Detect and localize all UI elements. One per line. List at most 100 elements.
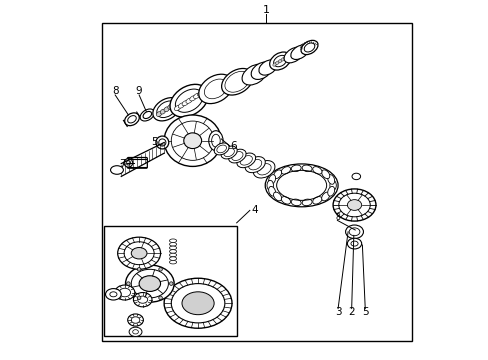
Text: 8: 8 [112,86,118,96]
Ellipse shape [302,165,311,172]
Ellipse shape [159,139,165,146]
Ellipse shape [153,98,180,121]
Ellipse shape [157,101,176,118]
Ellipse shape [236,153,255,168]
Text: 3: 3 [334,307,341,317]
Ellipse shape [171,102,177,107]
Circle shape [124,158,132,167]
Circle shape [169,282,173,285]
Ellipse shape [125,265,174,302]
Ellipse shape [198,74,233,104]
Ellipse shape [164,115,221,166]
Ellipse shape [138,296,147,303]
Ellipse shape [221,68,253,95]
Text: 7: 7 [119,159,125,169]
Ellipse shape [332,189,375,221]
Ellipse shape [105,289,121,300]
Ellipse shape [131,248,147,259]
Circle shape [137,296,141,300]
Text: 6: 6 [229,141,236,151]
Ellipse shape [350,241,357,246]
Text: 5: 5 [361,307,368,317]
Text: 9: 9 [136,86,142,96]
Ellipse shape [278,59,282,63]
Ellipse shape [301,40,317,55]
Ellipse shape [283,56,287,59]
Ellipse shape [182,292,214,315]
Ellipse shape [185,98,192,103]
Ellipse shape [197,91,203,96]
Ellipse shape [281,58,285,61]
Ellipse shape [163,107,169,112]
Ellipse shape [110,292,117,297]
Ellipse shape [127,116,136,123]
Ellipse shape [169,260,176,264]
Ellipse shape [208,131,223,151]
Ellipse shape [346,238,361,249]
Ellipse shape [169,253,176,257]
Ellipse shape [224,71,249,92]
Text: 1: 1 [262,5,269,15]
Ellipse shape [327,186,334,196]
Ellipse shape [119,288,130,297]
Ellipse shape [124,113,139,126]
Ellipse shape [175,89,203,112]
Ellipse shape [129,327,142,337]
Ellipse shape [169,243,176,246]
Ellipse shape [284,47,303,63]
Ellipse shape [189,96,196,101]
Ellipse shape [345,225,363,239]
Ellipse shape [290,45,308,59]
Text: 4: 4 [251,205,257,215]
Bar [104,226,236,337]
Ellipse shape [257,163,271,175]
Ellipse shape [131,269,168,298]
Ellipse shape [169,239,176,243]
Ellipse shape [164,278,231,328]
Ellipse shape [124,242,154,265]
Circle shape [159,267,162,271]
FancyBboxPatch shape [127,157,147,168]
Ellipse shape [327,175,334,184]
Text: 5: 5 [151,138,158,148]
Ellipse shape [321,170,329,179]
Ellipse shape [253,161,274,178]
Ellipse shape [211,134,220,147]
Ellipse shape [291,199,301,206]
Ellipse shape [251,62,271,80]
Ellipse shape [302,199,311,206]
Ellipse shape [221,146,237,159]
Ellipse shape [281,197,290,204]
Ellipse shape [269,52,290,70]
Ellipse shape [167,104,173,109]
Ellipse shape [244,157,265,173]
Ellipse shape [272,63,276,66]
Ellipse shape [312,197,321,204]
Ellipse shape [178,103,184,108]
Ellipse shape [273,192,281,201]
Ellipse shape [169,246,176,249]
Ellipse shape [143,112,151,118]
Ellipse shape [171,121,214,160]
Ellipse shape [348,228,359,236]
Ellipse shape [182,100,188,106]
Ellipse shape [156,136,168,149]
Ellipse shape [248,159,261,170]
Text: 2: 2 [347,307,354,317]
Ellipse shape [204,79,227,99]
Ellipse shape [131,317,140,323]
Ellipse shape [133,293,152,307]
Ellipse shape [268,186,275,196]
Circle shape [159,296,162,300]
Ellipse shape [228,149,245,163]
Ellipse shape [214,143,228,155]
Ellipse shape [242,64,266,85]
Ellipse shape [240,156,252,165]
Ellipse shape [127,314,143,326]
Bar [102,23,411,341]
Ellipse shape [312,167,321,174]
Ellipse shape [115,285,135,300]
Ellipse shape [346,200,361,210]
Ellipse shape [329,180,336,190]
Ellipse shape [273,55,286,67]
